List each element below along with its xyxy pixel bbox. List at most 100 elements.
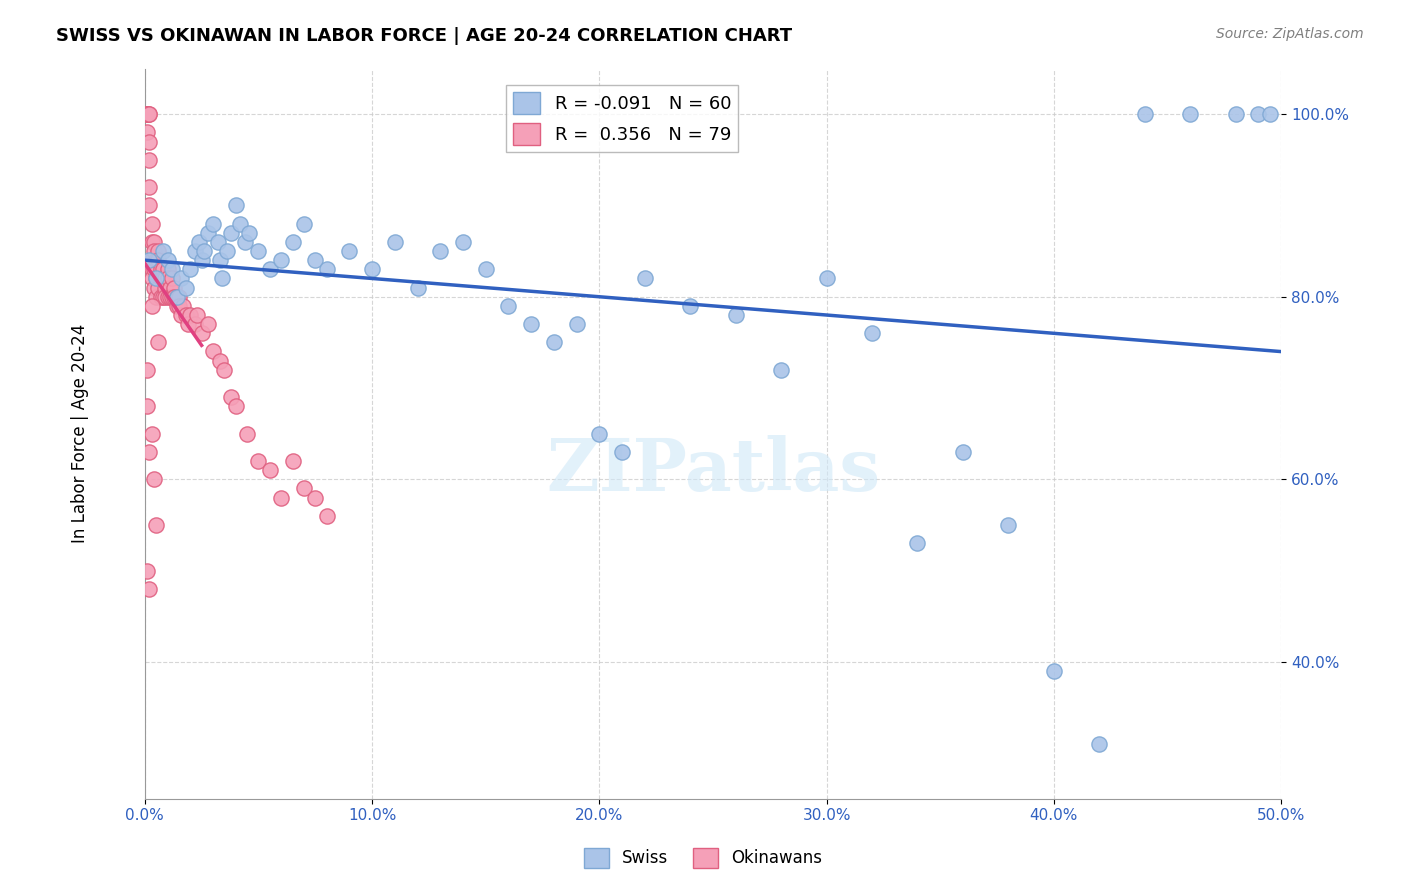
Point — [997, 517, 1019, 532]
Point — [197, 226, 219, 240]
Point — [498, 299, 520, 313]
Point — [141, 217, 163, 231]
Point — [197, 317, 219, 331]
Point — [136, 107, 159, 121]
Point — [136, 107, 159, 121]
Point — [214, 363, 236, 377]
Point — [520, 317, 543, 331]
Point — [429, 244, 451, 258]
Point — [141, 262, 163, 277]
Point — [156, 271, 179, 285]
Point — [474, 262, 496, 277]
Point — [152, 244, 174, 258]
Point — [281, 454, 304, 468]
Point — [292, 482, 315, 496]
Point — [184, 317, 207, 331]
Point — [259, 262, 281, 277]
Point — [225, 399, 247, 413]
Point — [174, 280, 197, 294]
Point — [304, 491, 326, 505]
Point — [138, 135, 160, 149]
Point — [184, 244, 207, 258]
Point — [142, 262, 165, 277]
Point — [225, 198, 247, 212]
Point — [304, 253, 326, 268]
Point — [145, 271, 167, 285]
Point — [149, 290, 172, 304]
Point — [155, 280, 177, 294]
Point — [166, 290, 188, 304]
Point — [174, 308, 197, 322]
Point — [588, 426, 610, 441]
Point — [167, 290, 190, 304]
Point — [170, 271, 193, 285]
Point — [1247, 107, 1270, 121]
Point — [543, 335, 565, 350]
Point — [149, 271, 172, 285]
Point — [142, 244, 165, 258]
Point — [136, 564, 159, 578]
Point — [247, 244, 270, 258]
Point — [156, 253, 179, 268]
Point — [149, 262, 172, 277]
Point — [148, 280, 170, 294]
Point — [229, 217, 252, 231]
Point — [1225, 107, 1247, 121]
Point — [186, 308, 208, 322]
Point — [155, 271, 177, 285]
Point — [148, 244, 170, 258]
Point — [167, 299, 190, 313]
Point — [155, 290, 177, 304]
Legend: Swiss, Okinawans: Swiss, Okinawans — [576, 841, 830, 875]
Point — [219, 390, 242, 404]
Point — [141, 271, 163, 285]
Point — [170, 308, 193, 322]
Point — [159, 280, 181, 294]
Point — [152, 271, 174, 285]
Text: SWISS VS OKINAWAN IN LABOR FORCE | AGE 20-24 CORRELATION CHART: SWISS VS OKINAWAN IN LABOR FORCE | AGE 2… — [56, 27, 793, 45]
Point — [679, 299, 702, 313]
Point — [406, 280, 429, 294]
Point — [188, 235, 211, 249]
Point — [160, 271, 183, 285]
Point — [163, 280, 186, 294]
Point — [207, 235, 229, 249]
Point — [177, 317, 200, 331]
Legend: R = -0.091   N = 60, R =  0.356   N = 79: R = -0.091 N = 60, R = 0.356 N = 79 — [506, 85, 738, 153]
Point — [361, 262, 384, 277]
Point — [634, 271, 657, 285]
Point — [190, 326, 212, 341]
Point — [156, 290, 179, 304]
Point — [179, 308, 201, 322]
Point — [142, 280, 165, 294]
Point — [1088, 737, 1111, 751]
Point — [145, 253, 167, 268]
Point — [152, 290, 174, 304]
Point — [384, 235, 406, 249]
Point — [724, 308, 747, 322]
Point — [160, 290, 183, 304]
Point — [148, 335, 170, 350]
Point — [292, 217, 315, 231]
Point — [247, 454, 270, 468]
Point — [136, 125, 159, 139]
Point — [145, 290, 167, 304]
Point — [193, 244, 215, 258]
Text: ZIPatlas: ZIPatlas — [546, 434, 880, 506]
Point — [160, 262, 183, 277]
Text: Source: ZipAtlas.com: Source: ZipAtlas.com — [1216, 27, 1364, 41]
Point — [172, 299, 194, 313]
Point — [179, 262, 201, 277]
Point — [138, 445, 160, 459]
Point — [233, 235, 256, 249]
Point — [215, 244, 238, 258]
Point — [141, 426, 163, 441]
Point — [1043, 664, 1066, 678]
Point — [138, 180, 160, 194]
Point — [136, 107, 159, 121]
Point — [610, 445, 633, 459]
Point — [159, 290, 181, 304]
Point — [315, 508, 337, 523]
Point — [315, 262, 337, 277]
Point — [152, 262, 174, 277]
